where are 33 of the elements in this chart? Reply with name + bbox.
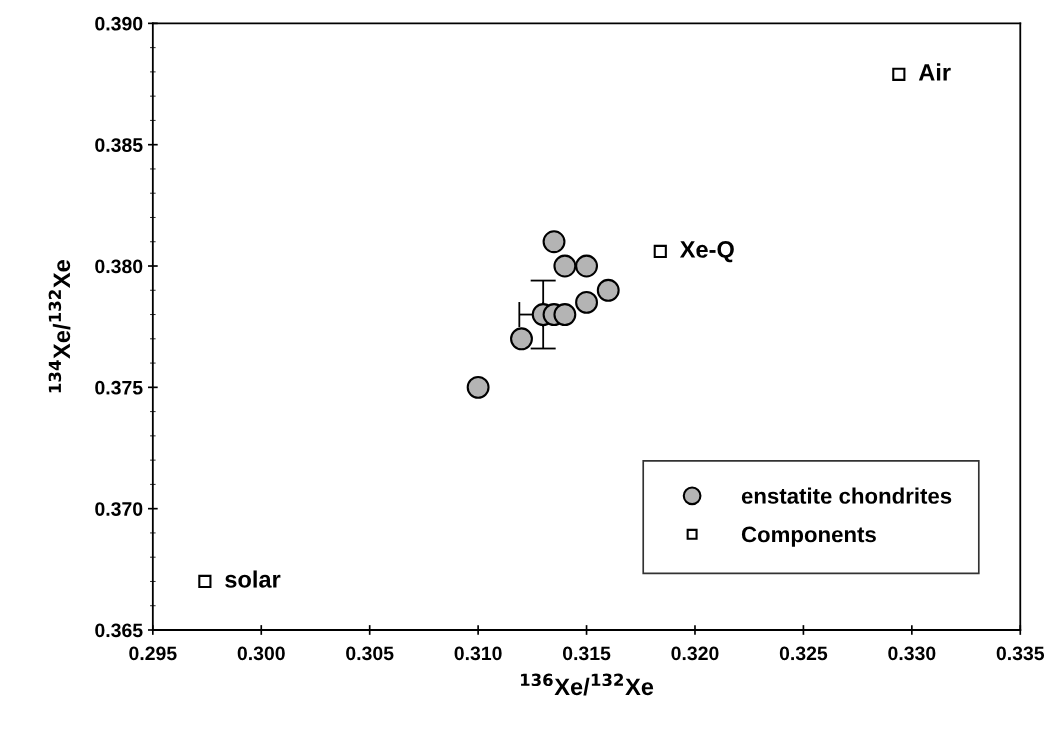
point xyxy=(510,327,533,351)
point xyxy=(553,254,577,278)
point xyxy=(466,375,490,399)
annotation: Xe-Q xyxy=(679,241,734,263)
x-tick-label: 0.310 xyxy=(454,646,502,661)
x-axis-title: $^{136}$Xe/$^{132}$Xe xyxy=(521,673,654,696)
point xyxy=(575,254,599,278)
x-tick-label: 0.305 xyxy=(346,646,394,661)
x-tick-label: 0.335 xyxy=(996,646,1045,661)
point xyxy=(596,278,620,302)
y-axis-title: $^{134}$Xe/$^{132}$Xe xyxy=(48,260,71,393)
point xyxy=(575,290,599,314)
y-tick-label: 0.390 xyxy=(95,16,143,31)
point xyxy=(892,67,906,81)
point xyxy=(198,574,212,589)
y-tick-label: 0.365 xyxy=(95,623,143,638)
x-tick-label: 0.325 xyxy=(779,646,828,661)
y-tick-label: 0.375 xyxy=(95,380,143,395)
y-tick-label: 0.385 xyxy=(95,138,143,152)
x-tick-label: 0.315 xyxy=(562,646,611,661)
legend-label: Components xyxy=(741,526,876,547)
point xyxy=(542,230,566,254)
x-tick-label: 0.330 xyxy=(888,646,936,661)
point xyxy=(553,303,577,326)
annotation: solar xyxy=(225,570,281,588)
point xyxy=(653,244,667,259)
annotation: Air xyxy=(918,63,951,81)
y-tick-label: 0.370 xyxy=(95,502,143,516)
x-tick-label: 0.295 xyxy=(129,646,177,661)
x-tick-label: 0.300 xyxy=(237,646,285,661)
x-tick-label: 0.320 xyxy=(671,646,719,661)
y-tick-label: 0.380 xyxy=(95,259,143,274)
legend-label: enstatite chondrites xyxy=(741,487,952,504)
